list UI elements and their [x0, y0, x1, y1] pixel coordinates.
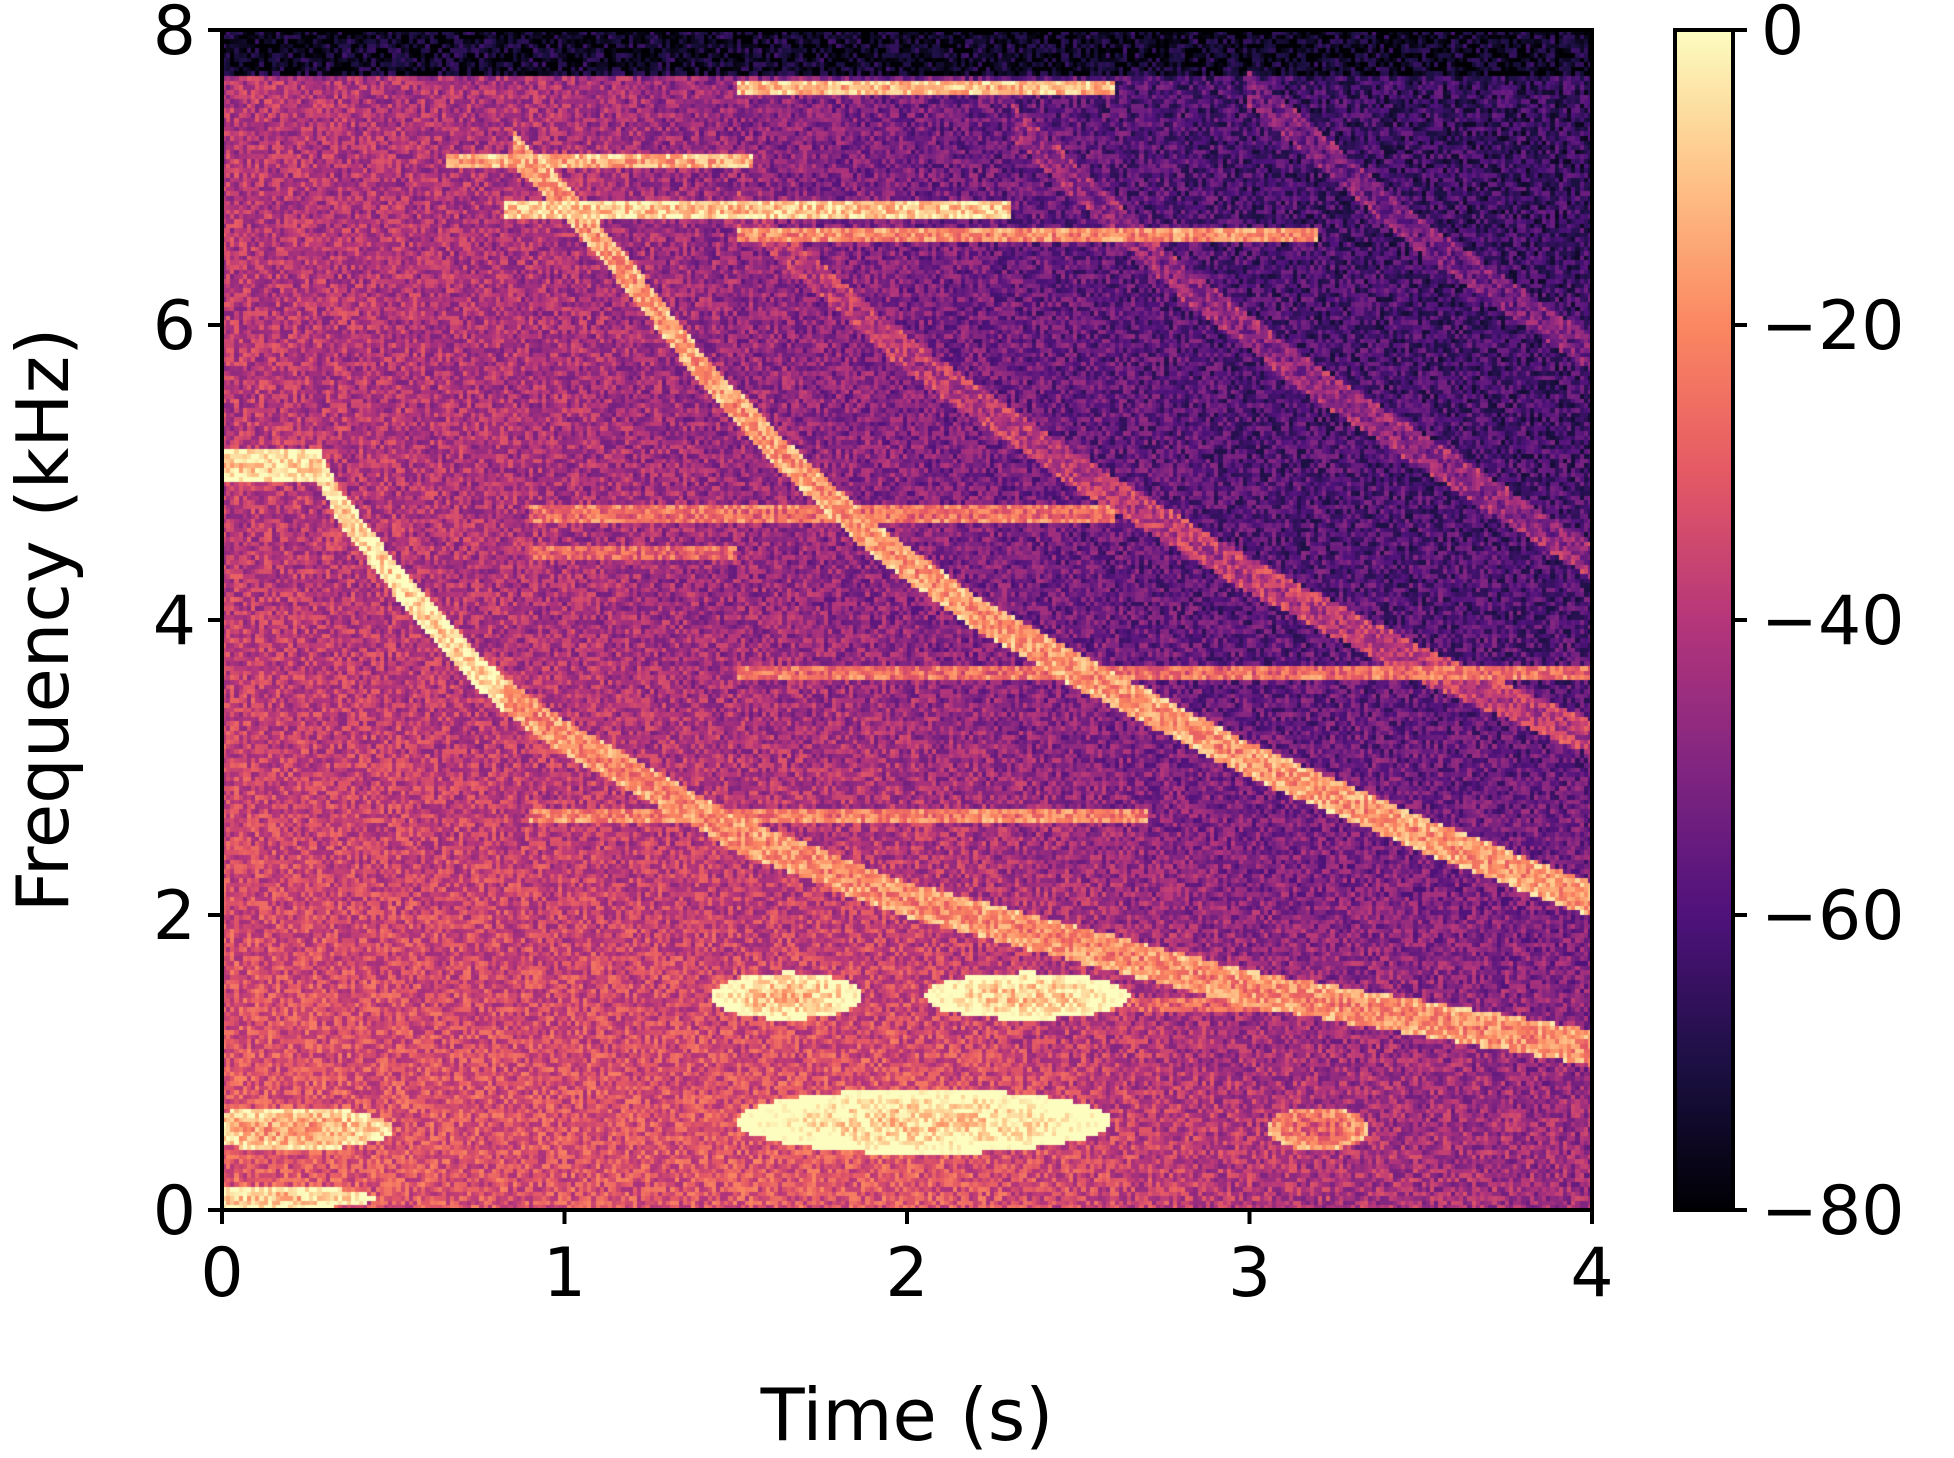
colorbar-tick-label: −80	[1761, 1172, 1905, 1251]
colorbar-tick-label: 0	[1761, 0, 1804, 71]
y-tick-label: 4	[153, 582, 196, 661]
y-tick-label: 8	[153, 0, 196, 71]
colorbar-ticks: 0 −20 −40 −60 −80	[1733, 0, 1905, 1251]
y-axis-ticks: 0 2 4 6 8	[153, 0, 222, 1251]
spectrogram-heatmap	[222, 30, 1592, 1210]
y-tick-label: 2	[153, 877, 196, 956]
colorbar-tick-label: −20	[1761, 287, 1905, 366]
x-tick-label: 0	[200, 1234, 243, 1313]
colorbar-tick-label: −60	[1761, 877, 1905, 956]
x-axis-label: Time (s)	[760, 1373, 1054, 1457]
colorbar	[1673, 28, 1735, 1212]
colorbar-tick-label: −40	[1761, 582, 1905, 661]
x-tick-label: 2	[885, 1234, 928, 1313]
x-tick-label: 4	[1570, 1234, 1613, 1313]
y-axis-label: Frequency (kHz)	[1, 328, 85, 913]
x-axis-ticks: 0 1 2 3 4	[200, 1210, 1614, 1313]
y-tick-label: 0	[153, 1172, 196, 1251]
y-tick-label: 6	[153, 287, 196, 366]
x-tick-label: 3	[1228, 1234, 1271, 1313]
heatmap-area	[222, 30, 1592, 1210]
x-tick-label: 1	[543, 1234, 586, 1313]
